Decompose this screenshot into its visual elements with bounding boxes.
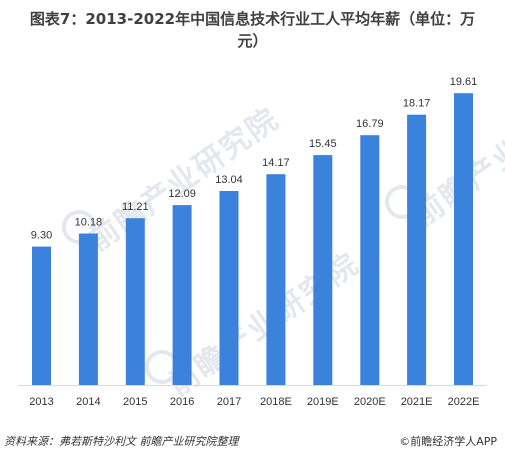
bar-2022E (454, 93, 473, 385)
data-label-2013: 9.30 (31, 230, 52, 242)
x-tick-label-2016: 2016 (170, 396, 194, 408)
data-label-2014: 10.18 (75, 217, 103, 229)
x-tick-label-2020E: 2020E (354, 396, 386, 408)
data-label-2018E: 14.17 (262, 157, 290, 169)
chart-title-line1: 图表7：2013-2022年中国信息技术行业工人平均年薪（单位：万 (29, 10, 476, 28)
bar-2021E (407, 114, 427, 385)
bar-2016 (172, 205, 192, 385)
data-label-2017: 13.04 (215, 174, 243, 186)
bar-2019E (313, 155, 333, 385)
data-label-2022E: 19.61 (450, 76, 478, 88)
data-label-2016: 12.09 (168, 188, 196, 200)
x-tick-label-2017: 2017 (217, 396, 241, 408)
bar-2013 (32, 246, 51, 385)
bar-2018E (266, 174, 286, 385)
x-tick-label-2014: 2014 (76, 396, 100, 408)
x-tick-label-2013: 2013 (29, 396, 53, 408)
chart-title: 图表7：2013-2022年中国信息技术行业工人平均年薪（单位：万 元） (0, 8, 505, 52)
brand-label: ©前瞻经济学人APP (399, 433, 497, 449)
bar-2014 (78, 233, 98, 385)
x-tick-label-2015: 2015 (123, 396, 147, 408)
bar-2015 (125, 218, 145, 385)
data-label-2019E: 15.45 (309, 138, 337, 150)
source-note: 资料来源：弗若斯特沙利文 前瞻产业研究院整理 (4, 435, 239, 448)
bar-2020E (360, 135, 380, 385)
brand-text: 前瞻经济学人APP (410, 435, 497, 448)
data-label-2015: 11.21 (122, 201, 149, 213)
chart-title-line2: 元） (237, 32, 268, 50)
x-tick-label-2021E: 2021E (401, 396, 433, 408)
x-tick-label-2022E: 2022E (448, 396, 480, 408)
copyright-icon: © (399, 435, 411, 448)
x-tick-label-2019E: 2019E (307, 396, 339, 408)
data-label-2021E: 18.17 (403, 98, 431, 110)
bar-2017 (219, 191, 239, 385)
data-label-2020E: 16.79 (356, 118, 384, 130)
x-tick-label-2018E: 2018E (260, 396, 292, 408)
